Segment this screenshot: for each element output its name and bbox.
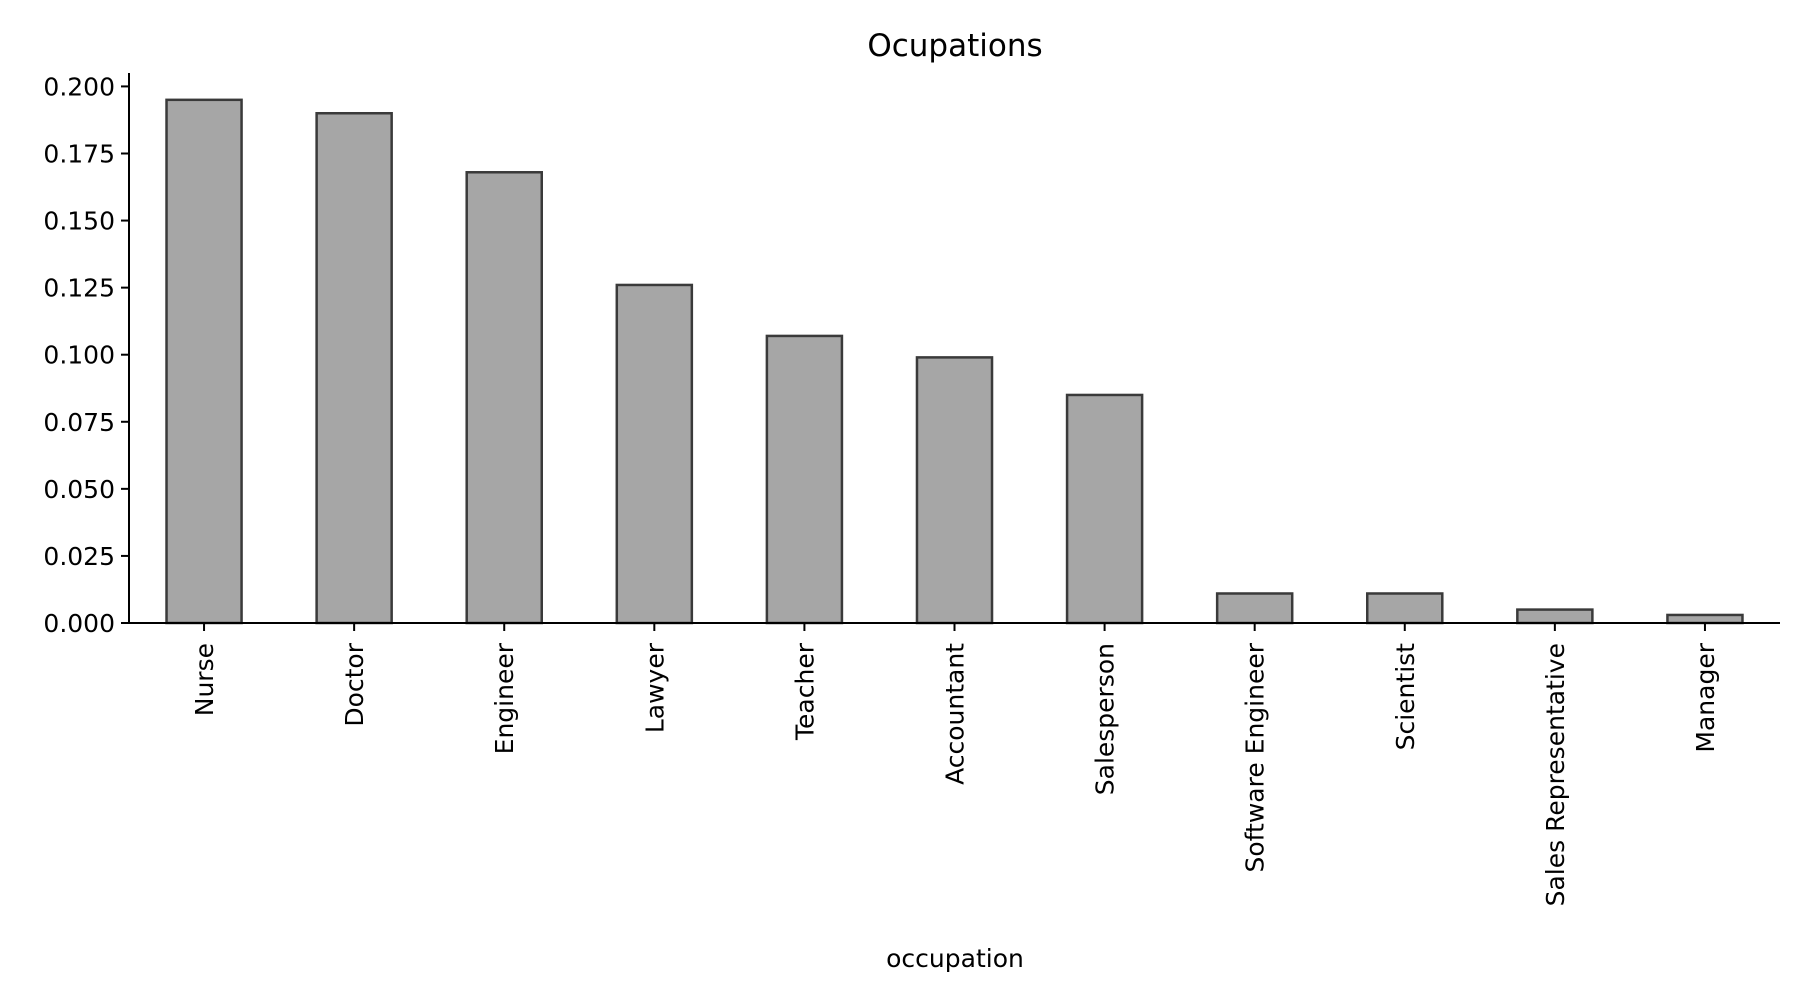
x-tick-label: Lawyer bbox=[640, 642, 669, 733]
x-tick-label: Scientist bbox=[1391, 643, 1420, 751]
x-tick-label: Sales Representative bbox=[1541, 643, 1570, 906]
bar-manager bbox=[1666, 613, 1744, 625]
bars-group bbox=[165, 98, 1744, 625]
y-tick-label: 0.200 bbox=[43, 72, 115, 101]
y-axis-ticks: 0.000 0.025 0.050 0.075 0.100 0.125 0.150 0.175… bbox=[43, 72, 129, 638]
y-tick-label: 0.075 bbox=[43, 408, 115, 437]
x-tick-label: Engineer bbox=[490, 642, 519, 754]
bar-teacher bbox=[765, 334, 844, 625]
bar-lawyer bbox=[615, 283, 694, 625]
bar-salesperson bbox=[1065, 393, 1144, 625]
y-tick-label: 0.000 bbox=[43, 609, 115, 638]
x-tick-label: Nurse bbox=[190, 643, 219, 716]
x-axis-ticks: Nurse Doctor Engineer Lawyer Teacher Accounta… bbox=[190, 623, 1720, 906]
y-tick-label: 0.150 bbox=[43, 207, 115, 236]
y-tick-label: 0.175 bbox=[43, 139, 115, 168]
x-tick-label: Salesperson bbox=[1091, 643, 1120, 795]
bar-nurse bbox=[165, 98, 243, 625]
bar-engineer bbox=[465, 171, 544, 625]
bar-sales-representative bbox=[1516, 608, 1594, 625]
y-tick-label: 0.025 bbox=[43, 542, 115, 571]
y-tick-label: 0.050 bbox=[43, 475, 115, 504]
bar-software-engineer bbox=[1215, 592, 1294, 625]
y-tick-label: 0.100 bbox=[43, 341, 115, 370]
x-axis-label: occupation bbox=[886, 944, 1024, 973]
bar-doctor bbox=[315, 111, 393, 625]
bar-accountant bbox=[915, 356, 994, 625]
x-tick-label: Teacher bbox=[790, 642, 819, 741]
bar-scientist bbox=[1366, 592, 1444, 625]
chart-title: Ocupations bbox=[867, 28, 1042, 64]
x-tick-label: Software Engineer bbox=[1241, 642, 1270, 872]
x-tick-label: Manager bbox=[1691, 642, 1720, 752]
y-tick-label: 0.125 bbox=[43, 274, 115, 303]
x-tick-label: Doctor bbox=[340, 642, 369, 726]
x-tick-label: Accountant bbox=[941, 643, 970, 785]
